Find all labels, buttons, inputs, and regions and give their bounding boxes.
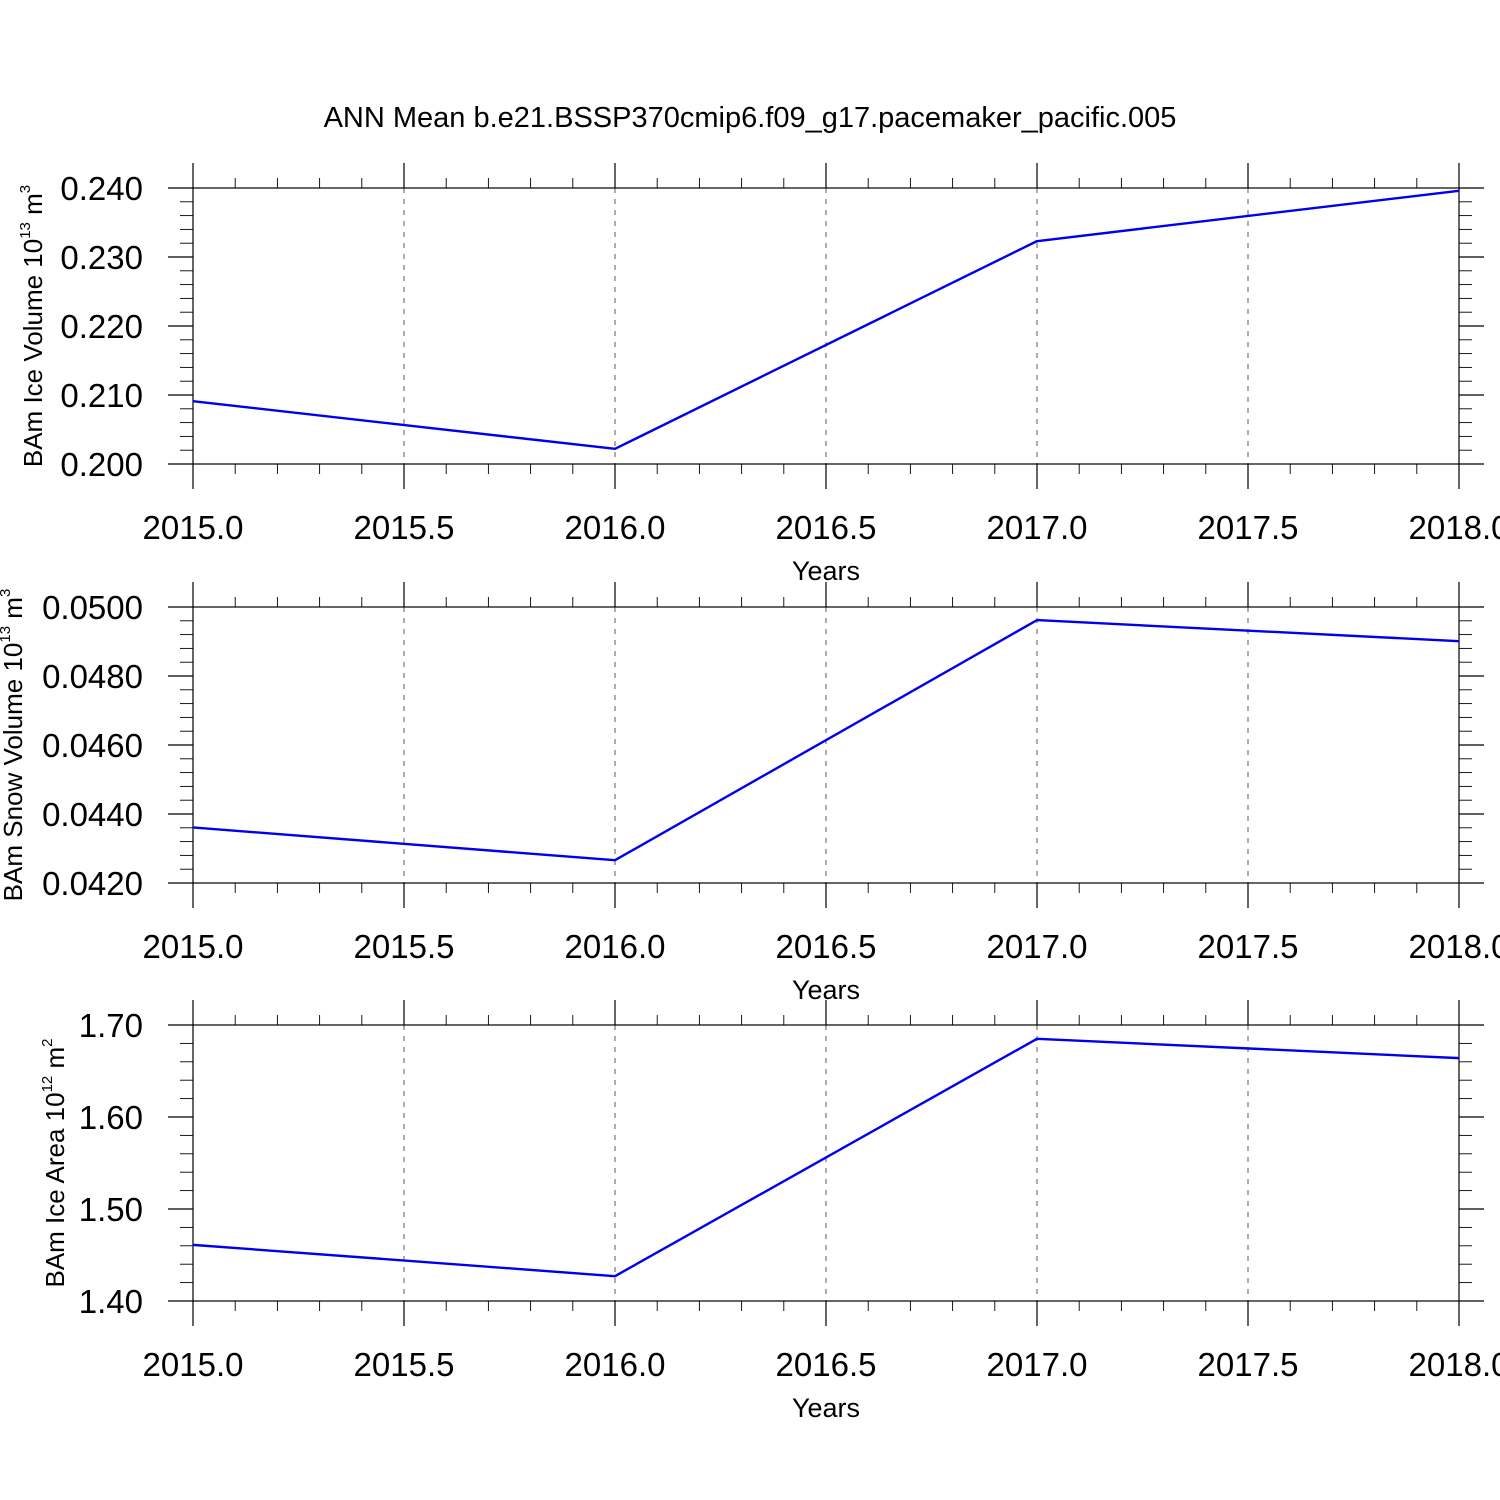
x-tick-label: 2016.0 [565,1346,666,1383]
series-line [192,189,1460,451]
x-tick-label: 2017.0 [987,928,1088,965]
series-line [192,1037,1460,1278]
x-tick-label: 2015.5 [354,1346,455,1383]
panel-3: 2015.0 2015.5 2016.0 2016.5 2017.0 2017.5 2018… [39,1000,1500,1423]
y-tick-label: 1.60 [79,1099,143,1136]
y-tick-label: 1.40 [79,1283,143,1320]
y-tick-label: 0.200 [60,446,143,483]
y-tick-label: 0.220 [60,308,143,345]
y-tick-label: 1.50 [79,1191,143,1228]
y-tick-label: 0.230 [60,239,143,276]
x-tick-label: 2016.5 [776,509,877,546]
y-tick-label: 0.0420 [42,865,143,902]
x-tick-label: 2015.0 [143,1346,244,1383]
y-tick-label: 0.240 [60,170,143,207]
x-tick-label: 2017.0 [987,1346,1088,1383]
y-axis-label: BAm Ice Volume 1013 m3 [17,185,48,467]
x-tick-label: 2016.5 [776,928,877,965]
plot-frame [192,187,1460,465]
y-tick-label: 1.70 [79,1007,143,1044]
y-tick-label: 0.0480 [42,658,143,695]
x-tick-label: 2018.0 [1409,928,1500,965]
figure-title: ANN Mean b.e21.BSSP370cmip6.f09_g17.pace… [324,102,1177,134]
x-tick-label: 2017.5 [1198,928,1299,965]
plot-frame [192,1024,1460,1302]
plot-frame [192,606,1460,884]
x-tick-label: 2018.0 [1409,1346,1500,1383]
x-tick-label: 2018.0 [1409,509,1500,546]
y-tick-label: 0.210 [60,377,143,414]
x-tick-label: 2016.0 [565,509,666,546]
x-tick-label: 2017.5 [1198,509,1299,546]
x-tick-label: 2015.5 [354,509,455,546]
y-axis-label: BAm Snow Volume 1013 m3 [0,589,28,902]
x-axis-label: Years [792,556,860,586]
panels: 2015.0 2015.5 2016.0 2016.5 2017.0 2017.5 2018… [0,163,1500,1423]
x-tick-label: 2016.5 [776,1346,877,1383]
x-tick-label: 2015.5 [354,928,455,965]
x-tick-label: 2017.5 [1198,1346,1299,1383]
series-line [192,618,1460,862]
x-tick-label: 2015.0 [143,928,244,965]
x-tick-label: 2016.0 [565,928,666,965]
panel-2: 2015.0 2015.5 2016.0 2016.5 2017.0 2017.5 2018… [0,582,1500,1005]
y-tick-label: 0.0500 [42,589,143,626]
x-tick-label: 2015.0 [143,509,244,546]
y-tick-label: 0.0440 [42,796,143,833]
x-axis-label: Years [792,1393,860,1423]
y-axis-label: BAm Ice Area 1012 m2 [39,1038,70,1287]
panel-1: 2015.0 2015.5 2016.0 2016.5 2017.0 2017.5 2018… [17,163,1500,586]
y-tick-label: 0.0460 [42,727,143,764]
x-tick-label: 2017.0 [987,509,1088,546]
